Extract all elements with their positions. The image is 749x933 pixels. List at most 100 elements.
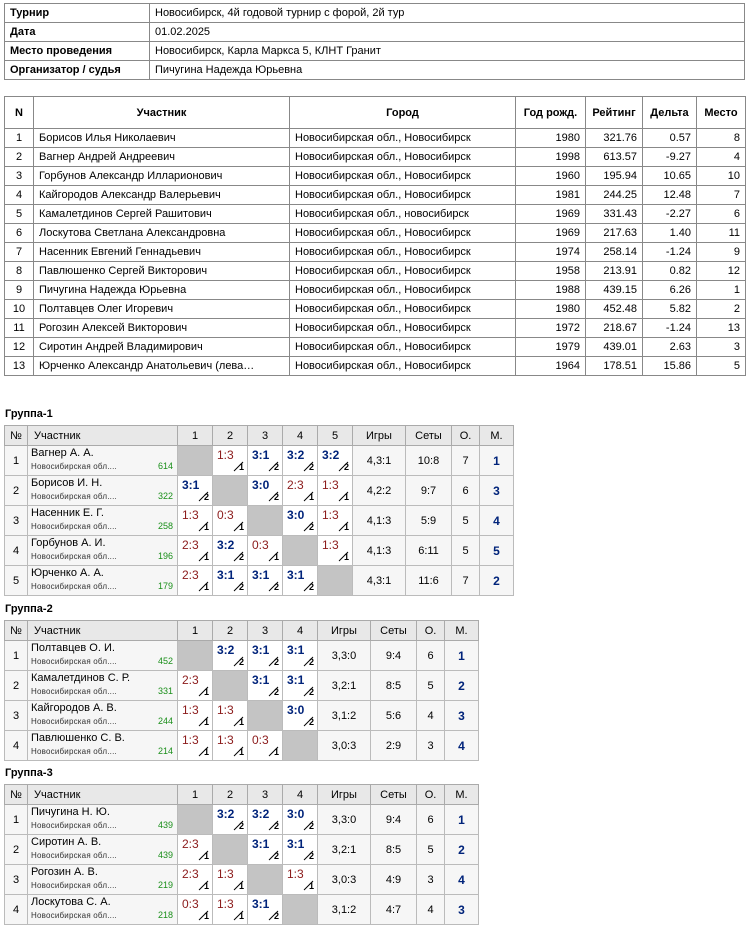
participant-cell: -9.27 xyxy=(642,147,697,167)
sets-value: 9:4 xyxy=(370,804,417,835)
participant-cell: 3 xyxy=(4,166,34,186)
match-points: 1 xyxy=(238,522,244,532)
player-cell: Юрченко А. А. Новосибирская обл.... 179 xyxy=(27,565,178,596)
participant-cell: 2 xyxy=(4,147,34,167)
match-points: 1 xyxy=(203,881,209,891)
player-rating: 214 xyxy=(157,746,173,756)
participant-cell: 218.67 xyxy=(585,318,643,338)
match-points: 2 xyxy=(238,552,244,562)
diagonal-cell xyxy=(212,670,248,701)
match-score: 3:2 xyxy=(252,807,270,821)
match-points: 2 xyxy=(273,582,279,592)
match-result: 0:3 1 xyxy=(247,535,283,566)
column-header: № xyxy=(4,620,28,641)
participant-cell: 5 xyxy=(696,356,746,376)
match-points: 2 xyxy=(308,462,314,472)
participant-cell: 7 xyxy=(696,185,746,205)
place-number: 4 xyxy=(458,738,465,753)
participant-cell: 2.63 xyxy=(642,337,697,357)
player-name: Камалетдинов С. Р. xyxy=(31,672,131,684)
column-header: М. xyxy=(444,620,479,641)
diagonal-cell xyxy=(212,475,248,506)
participant-cell: -1.24 xyxy=(642,318,697,338)
slash-divider xyxy=(303,491,314,502)
participant-cell: Новосибирская обл., Новосибирск xyxy=(289,318,516,338)
match-points: 2 xyxy=(273,911,279,921)
column-header: № xyxy=(4,425,28,446)
place-number: 4 xyxy=(458,872,465,887)
participant-cell: 13 xyxy=(696,318,746,338)
participant-cell: 244.25 xyxy=(585,185,643,205)
column-header: Город xyxy=(289,96,516,129)
match-points: 1 xyxy=(238,462,244,472)
column-header: 1 xyxy=(177,620,213,641)
games-value: 4,1:3 xyxy=(352,505,406,536)
match-result: 1:3 1 xyxy=(177,730,213,761)
participant-cell: -2.27 xyxy=(642,204,697,224)
match-score: 3:1 xyxy=(252,643,270,657)
row-number: 3 xyxy=(4,700,28,731)
participant-cell: 6 xyxy=(4,223,34,243)
info-key: Турнир xyxy=(4,3,150,23)
participant-cell: 10 xyxy=(696,166,746,186)
match-score: 1:3 xyxy=(217,703,234,717)
match-result: 1:3 1 xyxy=(177,700,213,731)
diagonal-cell xyxy=(177,804,213,835)
match-score: 1:3 xyxy=(322,538,339,552)
match-points: 1 xyxy=(238,717,244,727)
column-header: Дельта xyxy=(642,96,697,129)
row-number: 4 xyxy=(4,894,28,925)
match-result: 1:3 1 xyxy=(317,505,353,536)
group-row: 3 Рогозин А. В. Новосибирская обл.... 219 2:… xyxy=(4,864,479,895)
slash-divider xyxy=(303,880,314,891)
match-score: 1:3 xyxy=(182,733,199,747)
player-city: Новосибирская обл.... xyxy=(31,881,117,890)
match-points: 2 xyxy=(273,492,279,502)
column-header: 4 xyxy=(282,784,318,805)
match-points: 2 xyxy=(203,492,209,502)
participant-cell: 1960 xyxy=(515,166,586,186)
column-header: Участник xyxy=(27,620,178,641)
player-name: Полтавцев О. И. xyxy=(31,642,115,654)
match-score: 3:2 xyxy=(287,448,305,462)
player-cell: Рогозин А. В. Новосибирская обл.... 219 xyxy=(27,864,178,895)
player-name: Рогозин А. В. xyxy=(31,866,98,878)
match-score: 3:1 xyxy=(287,568,305,582)
info-row: Дата 01.02.2025 xyxy=(4,22,745,42)
match-result: 1:3 1 xyxy=(212,730,248,761)
column-header: 2 xyxy=(212,784,248,805)
group-header-row: № Участник 1 2 3 4 Игры Сеты О. М. xyxy=(4,784,479,805)
points-value: 3 xyxy=(416,864,445,895)
player-cell: Вагнер А. А. Новосибирская обл.... 614 xyxy=(27,445,178,476)
slash-divider xyxy=(338,551,349,562)
place-value: 3 xyxy=(479,475,514,506)
row-number: 3 xyxy=(4,864,28,895)
column-header: О. xyxy=(416,620,445,641)
place-number: 3 xyxy=(458,902,465,917)
slash-divider xyxy=(303,716,314,727)
sets-value: 9:4 xyxy=(370,640,417,671)
group-row: 3 Насенник Е. Г. Новосибирская обл.... 258 1… xyxy=(4,505,514,536)
sets-value: 9:7 xyxy=(405,475,452,506)
slash-divider xyxy=(198,880,209,891)
player-cell: Насенник Е. Г. Новосибирская обл.... 258 xyxy=(27,505,178,536)
participant-cell: Лоскутова Светлана Александровна xyxy=(33,223,290,243)
place-value: 5 xyxy=(479,535,514,566)
participant-cell: 1964 xyxy=(515,356,586,376)
column-header: 3 xyxy=(247,425,283,446)
diagonal-cell xyxy=(212,834,248,865)
participant-cell: 213.91 xyxy=(585,261,643,281)
column-header: Место xyxy=(696,96,746,129)
participant-cell: Юрченко Александр Анатольевич (лева… xyxy=(33,356,290,376)
match-score: 2:3 xyxy=(182,673,199,687)
group-row: 1 Пичугина Н. Ю. Новосибирская обл.... 439 3… xyxy=(4,804,479,835)
match-result: 3:1 2 xyxy=(282,565,318,596)
match-score: 2:3 xyxy=(182,867,199,881)
participant-cell: -1.24 xyxy=(642,242,697,262)
points-value: 5 xyxy=(416,670,445,701)
slash-divider xyxy=(268,551,279,562)
participant-cell: Полтавцев Олег Игоревич xyxy=(33,299,290,319)
participant-cell: 321.76 xyxy=(585,128,643,148)
participant-cell: 178.51 xyxy=(585,356,643,376)
games-value: 4,3:1 xyxy=(352,565,406,596)
